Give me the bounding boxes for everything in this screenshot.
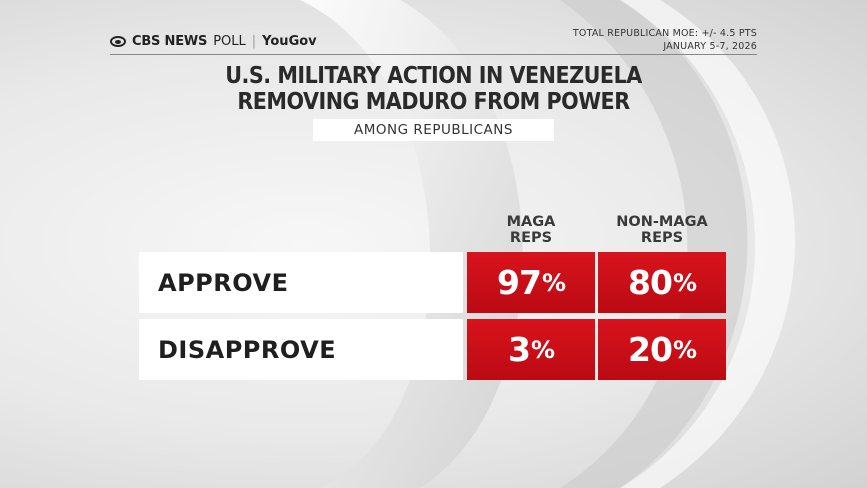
column-header-line-1: NON-MAGA [616,214,708,230]
header-divider [110,54,757,55]
value-number: 20 [628,330,673,369]
title-line-2: REMOVING MADURO FROM POWER [237,89,630,115]
brand-logo: CBS NEWS POLL | YouGov [110,34,317,49]
row-label-approve: APPROVE [139,252,463,313]
value-number: 3 [507,330,531,369]
value-number: 97 [497,263,542,302]
row-label-disapprove: DISAPPROVE [139,319,463,380]
background-arc-highlight [620,0,795,488]
cbs-eye-icon [110,36,126,47]
column-header: NON-MAGA REPS [598,214,726,246]
value-unit: % [530,335,555,364]
column-header-line-1: MAGA [506,214,556,230]
chart-title: U.S. MILITARY ACTION IN VENEZUELA REMOVI… [0,63,867,115]
value-unit: % [672,268,697,297]
value-cell: 20% [598,319,726,380]
brand-yougov: YouGov [262,34,317,49]
value-cell: 80% [598,252,726,313]
chart-subtitle: AMONG REPUBLICANS [313,119,554,141]
value-unit: % [541,268,566,297]
brand-poll: POLL [213,34,246,49]
value-unit: % [672,335,697,364]
value-number: 80 [628,263,673,302]
title-line-1: U.S. MILITARY ACTION IN VENEZUELA [225,63,642,89]
value-cell: 3% [467,319,595,380]
poll-dates: JANUARY 5-7, 2026 [663,41,757,52]
column-header: MAGA REPS [467,214,595,246]
value-cell: 97% [467,252,595,313]
margin-of-error: TOTAL REPUBLICAN MOE: +/- 4.5 PTS [572,28,757,39]
poll-meta: TOTAL REPUBLICAN MOE: +/- 4.5 PTS JANUAR… [573,27,757,53]
brand-separator: | [251,34,257,49]
column-header-line-2: REPS [509,230,553,246]
header: CBS NEWS POLL | YouGov TOTAL REPUBLICAN … [110,22,757,56]
brand-cbs: CBS NEWS [132,34,208,49]
column-header-line-2: REPS [640,230,684,246]
